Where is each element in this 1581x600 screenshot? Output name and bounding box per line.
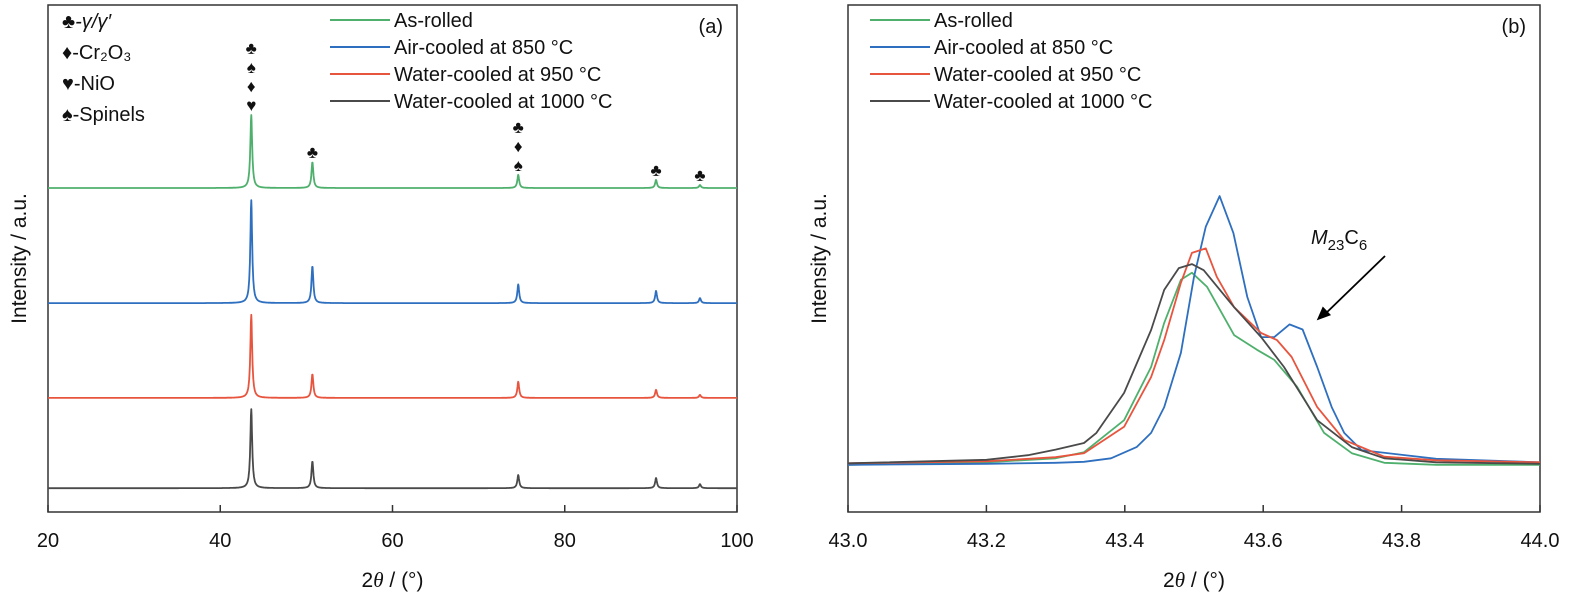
series-line-1 bbox=[48, 115, 737, 188]
peak-marker-symbol: ♣ bbox=[246, 39, 257, 58]
peak-marker-symbol: ♥ bbox=[246, 96, 256, 115]
x-tick-label: 43.2 bbox=[967, 530, 1006, 552]
series-line-2 bbox=[48, 200, 737, 303]
phase-symbol: ♠ bbox=[62, 104, 73, 126]
phase-legend-item: ♠-Spinels bbox=[62, 104, 145, 126]
legend-label: As-rolled bbox=[934, 10, 1013, 32]
x-tick-label: 43.8 bbox=[1382, 530, 1421, 552]
peak-marker-symbol: ♠ bbox=[514, 156, 523, 175]
x-tick-label: 43.4 bbox=[1105, 530, 1144, 552]
peak-marker-symbol: ♣ bbox=[694, 166, 705, 185]
x-tick-label: 80 bbox=[554, 530, 576, 552]
phase-label: -NiO bbox=[74, 73, 115, 95]
legend-label: As-rolled bbox=[394, 10, 473, 32]
peak-marker-symbol: ♣ bbox=[307, 143, 318, 162]
phase-label: -Cr₂O₃ bbox=[72, 42, 131, 64]
panel-b: 43.0 43.2 43.4 43.6 43.8 44.0 2θ / (°) Intensit… bbox=[808, 5, 1559, 592]
phase-symbol: ♥ bbox=[62, 73, 74, 95]
x-tick-label: 44.0 bbox=[1521, 530, 1560, 552]
panel-label: (b) bbox=[1502, 16, 1526, 38]
x-axis-label: 2θ / (°) bbox=[362, 568, 424, 592]
panel-a: 20 40 60 80 100 2θ / (°) Intensity / a.u. (a) As… bbox=[8, 5, 754, 592]
annotation-arrow bbox=[1325, 256, 1385, 314]
x-tick-label: 40 bbox=[209, 530, 231, 552]
x-axis-label-theta: θ bbox=[373, 568, 383, 592]
legend-label: Water-cooled at 950 °C bbox=[394, 64, 601, 86]
series-line-1 bbox=[848, 273, 1540, 465]
series-line-2 bbox=[848, 196, 1540, 465]
x-axis-label-theta: θ bbox=[1175, 568, 1185, 592]
arrow-head-icon bbox=[1317, 306, 1331, 320]
legend-label: Water-cooled at 1000 °C bbox=[934, 91, 1152, 113]
x-tick-label: 43.0 bbox=[829, 530, 868, 552]
series-line-4 bbox=[48, 409, 737, 488]
x-axis-label-unit: / (°) bbox=[1185, 569, 1225, 592]
phase-label: -γ/γ′ bbox=[75, 11, 112, 33]
phase-legend-item: ♥-NiO bbox=[62, 73, 115, 95]
phase-legend-item: ♦-Cr₂O₃ bbox=[62, 42, 131, 64]
annotation-sub1: 23 bbox=[1328, 237, 1345, 254]
x-tick-label: 20 bbox=[37, 530, 59, 552]
peak-marker-symbol: ♣ bbox=[650, 161, 661, 180]
x-tick-label: 100 bbox=[720, 530, 753, 552]
annotation-italic: M bbox=[1311, 227, 1328, 249]
phase-symbol: ♦ bbox=[62, 42, 72, 64]
y-axis-label: Intensity / a.u. bbox=[808, 193, 831, 324]
x-axis-label-pre: 2 bbox=[362, 569, 374, 592]
x-axis-label: 2θ / (°) bbox=[1163, 568, 1225, 592]
peak-marker-symbol: ♣ bbox=[513, 118, 524, 137]
peak-marker-symbol: ♠ bbox=[247, 58, 256, 77]
series-line-4 bbox=[848, 264, 1540, 464]
phase-legend-item: ♣-γ/γ′ bbox=[62, 11, 112, 33]
peak-marker-symbol: ♦ bbox=[247, 77, 256, 96]
legend-label: Air-cooled at 850 °C bbox=[394, 37, 573, 59]
annotation-sub2: 6 bbox=[1359, 237, 1367, 254]
x-axis-label-pre: 2 bbox=[1163, 569, 1175, 592]
annotation-main: C bbox=[1344, 227, 1358, 249]
y-axis-label: Intensity / a.u. bbox=[8, 193, 31, 324]
legend-label: Water-cooled at 1000 °C bbox=[394, 91, 612, 113]
peak-marker-symbol: ♦ bbox=[514, 137, 523, 156]
series-line-3 bbox=[48, 315, 737, 398]
panel-label: (a) bbox=[699, 16, 723, 38]
plot-frame bbox=[48, 5, 737, 512]
legend-label: Water-cooled at 950 °C bbox=[934, 64, 1141, 86]
phase-label: -Spinels bbox=[73, 104, 145, 126]
x-tick-label: 43.6 bbox=[1244, 530, 1283, 552]
phase-symbol: ♣ bbox=[62, 11, 75, 33]
x-tick-label: 60 bbox=[381, 530, 403, 552]
x-axis-label-unit: / (°) bbox=[384, 569, 424, 592]
annotation-label: M23C6 bbox=[1311, 227, 1367, 254]
legend-label: Air-cooled at 850 °C bbox=[934, 37, 1113, 59]
